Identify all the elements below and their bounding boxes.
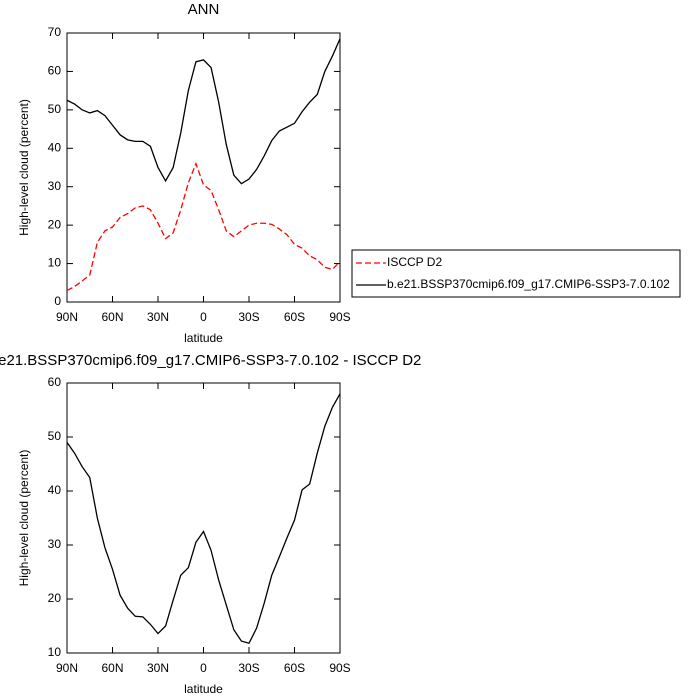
- x-tick-label: 60S: [284, 310, 305, 324]
- legend-label: ISCCP D2: [387, 255, 442, 269]
- y-tick-label: 50: [48, 429, 62, 443]
- plot-frame: [66, 32, 341, 303]
- y-tick-label: 10: [48, 645, 62, 659]
- legend-box: [351, 249, 681, 298]
- x-tick-label: 90S: [329, 661, 350, 675]
- y-tick-label: 40: [48, 483, 62, 497]
- y-tick-label: 20: [48, 217, 62, 231]
- y-tick-label: 70: [48, 25, 62, 39]
- y-axis-label: High-level cloud (percent): [17, 450, 31, 587]
- x-tick-label: 30S: [238, 310, 259, 324]
- x-tick-label: 60N: [101, 310, 123, 324]
- x-tick-label: 30N: [147, 661, 169, 675]
- x-tick-label: 30N: [147, 310, 169, 324]
- x-tick-label: 90N: [56, 310, 78, 324]
- chart-title: b.e21.BSSP370cmip6.f09_g17.CMIP6-SSP3-7.…: [0, 352, 421, 369]
- y-tick-label: 30: [48, 537, 62, 551]
- x-tick-label: 90N: [56, 661, 78, 675]
- data-line: [66, 161, 341, 292]
- y-tick-label: 50: [48, 102, 62, 116]
- y-tick-label: 10: [48, 256, 62, 270]
- legend-label: b.e21.BSSP370cmip6.f09_g17.CMIP6-SSP3-7.…: [387, 277, 670, 291]
- data-line: [66, 38, 341, 185]
- y-tick-label: 30: [48, 179, 62, 193]
- y-tick-label: 60: [48, 64, 62, 78]
- x-tick-label: 90S: [329, 310, 350, 324]
- chart-title: ANN: [188, 1, 220, 18]
- x-axis-label: latitude: [184, 331, 223, 345]
- y-tick-label: 40: [48, 140, 62, 154]
- y-tick-label: 20: [48, 591, 62, 605]
- data-line: [66, 393, 341, 645]
- x-tick-label: 60S: [284, 661, 305, 675]
- y-axis-label: High-level cloud (percent): [17, 99, 31, 236]
- y-tick-label: 60: [48, 375, 62, 389]
- x-axis-label: latitude: [184, 682, 223, 696]
- y-tick-label: 0: [54, 294, 61, 308]
- x-tick-label: 60N: [101, 661, 123, 675]
- plot-frame: [66, 382, 341, 654]
- x-tick-label: 0: [200, 661, 207, 675]
- x-tick-label: 0: [200, 310, 207, 324]
- x-tick-label: 30S: [238, 661, 259, 675]
